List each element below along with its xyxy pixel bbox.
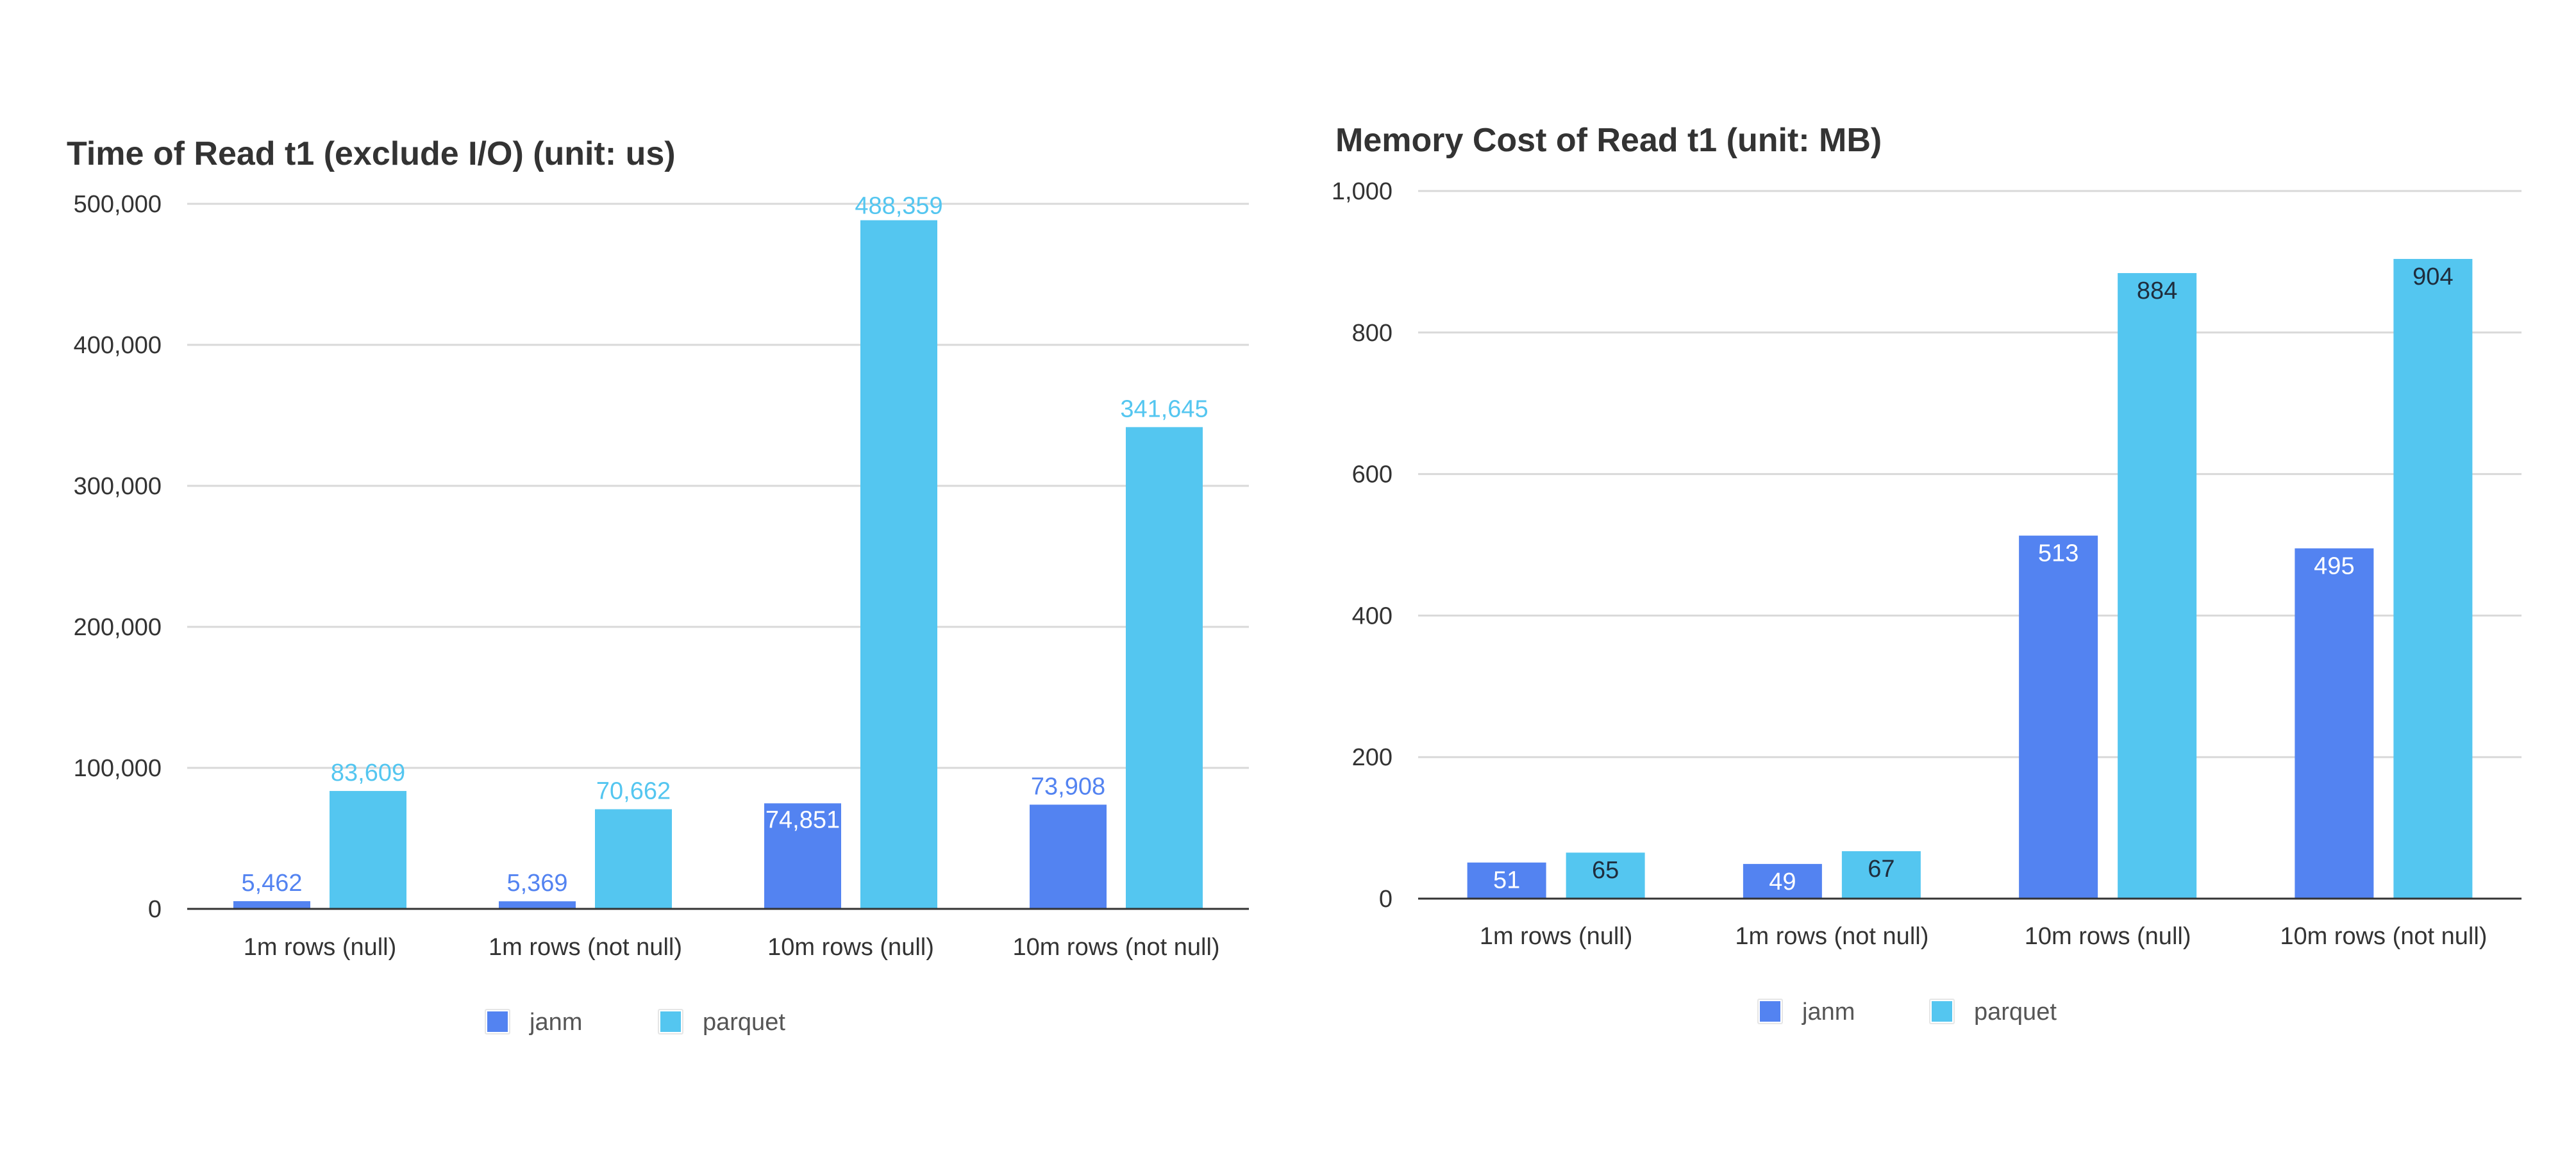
data-label-janm: 51: [1493, 867, 1520, 894]
bars: [233, 220, 1203, 909]
legend-item-parquet[interactable]: parquet: [658, 1009, 785, 1036]
time-chart-panel: Time of Read t1 (exclude I/O) (unit: us)…: [67, 135, 1249, 1036]
data-label-janm: 73,908: [1031, 773, 1105, 800]
data-label-janm: 74,851: [765, 806, 840, 833]
x-category-label: 10m rows (null): [767, 934, 934, 961]
bars: [1467, 258, 2473, 899]
y-tick-label: 200,000: [74, 614, 162, 641]
y-axis-ticks: 0 100,000 200,000 300,000 400,000 500,000: [74, 191, 162, 923]
y-tick-label: 600: [1352, 461, 1393, 488]
data-label-parquet: 488,359: [855, 193, 942, 220]
chart-title: Time of Read t1 (exclude I/O) (unit: us): [67, 135, 676, 172]
data-label-janm: 495: [2314, 553, 2354, 580]
data-label-parquet: 904: [2413, 263, 2453, 290]
x-category-label: 10m rows (not null): [2280, 923, 2487, 950]
legend-label: parquet: [703, 1009, 785, 1036]
x-category-label: 1m rows (not null): [1735, 923, 1928, 950]
data-label-parquet: 884: [2137, 278, 2177, 304]
data-label-parquet: 83,609: [331, 760, 405, 786]
bar-janm: [2295, 548, 2374, 899]
bar-parquet: [2118, 273, 2197, 899]
bar-janm: [2019, 535, 2098, 899]
x-category-label: 1m rows (not null): [489, 934, 682, 961]
data-label-parquet: 70,662: [596, 778, 671, 805]
y-tick-label: 200: [1352, 744, 1393, 771]
bar-parquet: [860, 220, 937, 909]
memory-chart-panel: Memory Cost of Read t1 (unit: MB) 0 200 40…: [1288, 0, 2576, 1155]
y-tick-label: 0: [1379, 886, 1393, 913]
bar-parquet: [1566, 852, 1645, 899]
x-category-label: 1m rows (null): [244, 934, 397, 961]
legend-item-parquet[interactable]: parquet: [1929, 999, 2057, 1026]
data-labels: 5,462 83,609 5,369 70,662 74,851 488,359 73,90…: [241, 193, 1208, 897]
legend-swatch: [1760, 1001, 1780, 1022]
memory-chart-svg: Memory Cost of Read t1 (unit: MB) 0 200 40…: [1332, 122, 2522, 1026]
time-chart-svg: Time of Read t1 (exclude I/O) (unit: us)…: [67, 135, 1249, 1036]
bar-janm: [233, 901, 310, 909]
legend-item-janm[interactable]: janm: [1757, 999, 1855, 1026]
data-label-janm: 49: [1769, 868, 1796, 895]
bar-janm: [1030, 804, 1107, 909]
legend: janm parquet: [1757, 999, 2057, 1026]
bar-janm: [764, 803, 841, 909]
data-label-janm: 5,462: [241, 870, 302, 897]
x-category-label: 1m rows (null): [1480, 923, 1633, 950]
legend-swatch: [1932, 1001, 1952, 1022]
y-tick-label: 400,000: [74, 332, 162, 359]
x-category-label: 10m rows (null): [2025, 923, 2191, 950]
data-labels: 51 65 49 67 513 884 495 904: [1493, 263, 2454, 895]
bar-parquet: [1841, 851, 1921, 899]
y-axis-ticks: 0 200 400 600 800 1,000: [1332, 178, 1393, 913]
data-label-parquet: 341,645: [1120, 395, 1208, 422]
chart-title: Memory Cost of Read t1 (unit: MB): [1335, 122, 1882, 159]
legend: janm parquet: [485, 1009, 785, 1036]
y-tick-label: 0: [148, 896, 162, 923]
y-tick-label: 400: [1352, 602, 1393, 629]
bar-janm: [499, 901, 576, 909]
data-label-janm: 513: [2038, 540, 2078, 567]
legend-label: janm: [529, 1009, 582, 1036]
bar-parquet: [1126, 427, 1203, 909]
y-tick-label: 800: [1352, 320, 1393, 347]
bar-janm: [1743, 863, 1822, 899]
y-tick-label: 500,000: [74, 191, 162, 218]
y-tick-label: 100,000: [74, 755, 162, 782]
legend-label: janm: [1802, 999, 1855, 1026]
bar-janm: [1467, 862, 1546, 899]
data-label-parquet: 65: [1592, 857, 1619, 884]
legend-item-janm[interactable]: janm: [485, 1009, 582, 1036]
x-category-label: 10m rows (not null): [1012, 934, 1219, 961]
data-label-janm: 5,369: [506, 870, 567, 897]
y-tick-label: 1,000: [1332, 178, 1393, 205]
legend-swatch: [660, 1011, 681, 1032]
data-label-parquet: 67: [1868, 856, 1894, 883]
bar-parquet: [595, 809, 672, 909]
gridlines: [187, 203, 1249, 769]
y-tick-label: 300,000: [74, 473, 162, 500]
bar-parquet: [2393, 258, 2473, 899]
legend-swatch: [487, 1011, 508, 1032]
legend-label: parquet: [1974, 999, 2057, 1026]
bar-parquet: [330, 791, 406, 909]
